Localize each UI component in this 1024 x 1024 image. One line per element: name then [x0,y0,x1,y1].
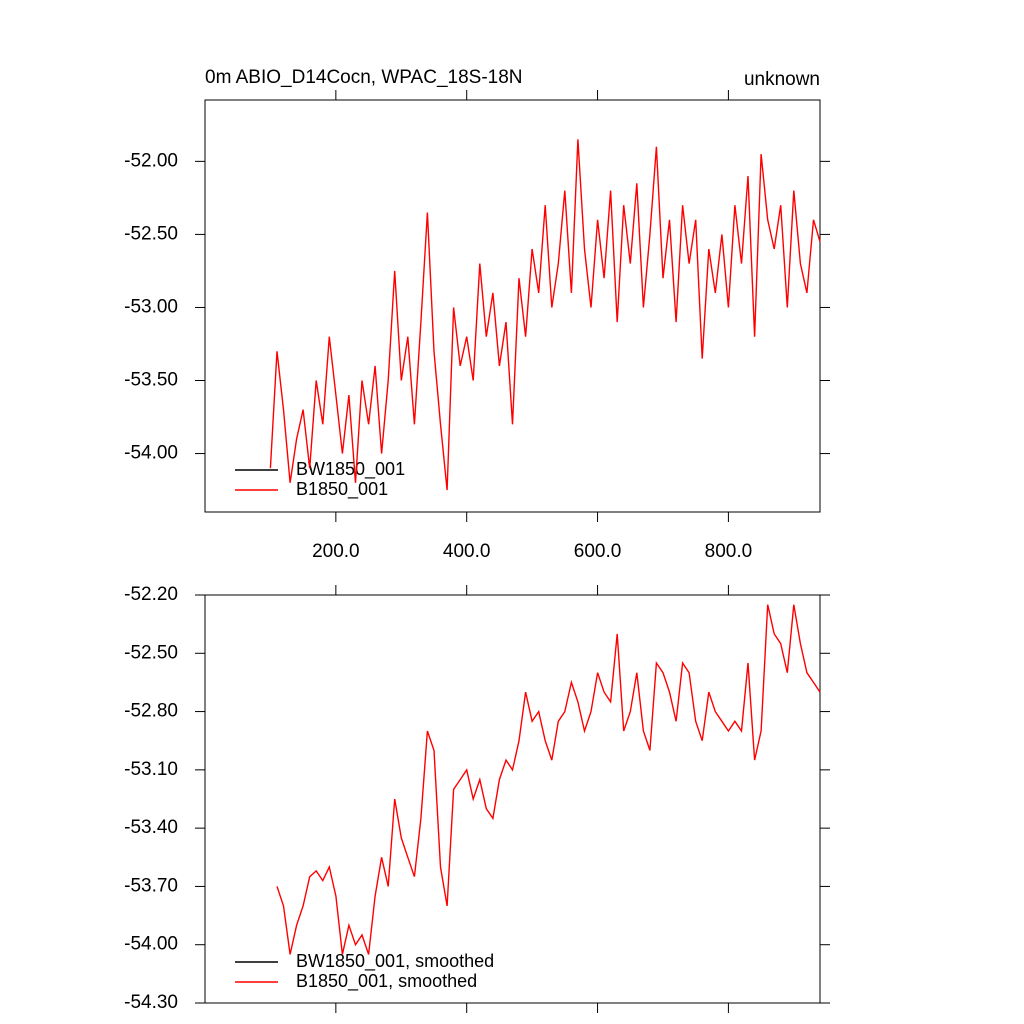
series-line [269,139,821,491]
y-tick-label: -53.00 [124,296,178,317]
y-tick-label: -53.70 [124,875,178,896]
x-tick-label: 600.0 [574,541,622,562]
y-tick-label: -53.50 [124,370,178,391]
y-tick-label: -53.10 [124,759,178,780]
y-tick-label: -52.50 [124,223,178,244]
y-tick-label: -54.00 [124,934,178,955]
plot-frame [204,99,821,513]
y-tick-label: -52.00 [124,150,178,171]
y-tick-label: -52.20 [124,584,178,605]
x-tick-label: 200.0 [312,541,360,562]
x-tick-label: 400.0 [443,541,491,562]
plot-frame [204,594,821,1004]
legend-label: BW1850_001, smoothed [296,951,494,972]
y-tick-label: -52.80 [124,701,178,722]
legend-label: B1850_001 [296,479,388,500]
series-line [276,604,821,955]
y-tick-label: -53.40 [124,817,178,838]
right-title: unknown [744,69,820,90]
y-tick-label: -54.00 [124,443,178,464]
legend-label: B1850_001, smoothed [296,971,477,992]
y-tick-label: -54.30 [124,992,178,1013]
x-tick-label: 800.0 [705,541,753,562]
legend-label: BW1850_001 [296,459,405,480]
chart-title: 0m ABIO_D14Cocn, WPAC_18S-18N [205,67,523,88]
y-tick-label: -52.50 [124,642,178,663]
